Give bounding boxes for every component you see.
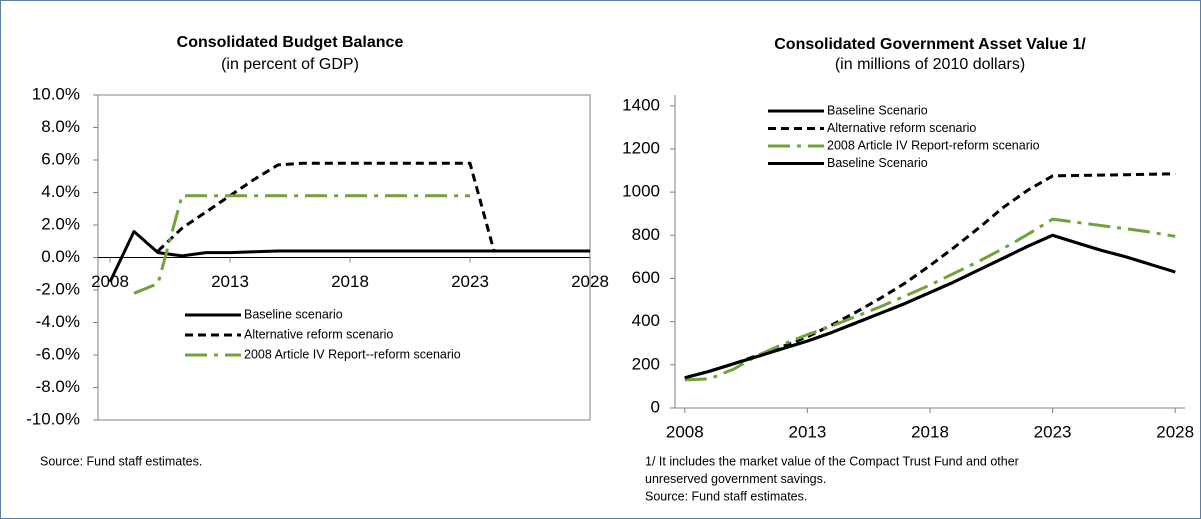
series-line <box>684 172 1176 380</box>
series-line <box>133 194 470 295</box>
x-tick-label: 2018 <box>331 272 369 291</box>
series-line <box>684 217 1176 382</box>
y-tick-label: -2.0% <box>36 279 80 298</box>
chart-subtitle: (in percent of GDP) <box>221 56 359 73</box>
legend-label: Baseline Scenario <box>827 156 928 170</box>
x-tick-label: 2008 <box>666 422 704 441</box>
y-tick-label: -4.0% <box>36 312 80 331</box>
y-tick-label: 200 <box>632 354 660 373</box>
y-tick-label: -6.0% <box>36 344 80 363</box>
y-tick-label: 1000 <box>622 182 660 201</box>
y-tick-label: 800 <box>632 225 660 244</box>
y-tick-label: 1200 <box>622 138 660 157</box>
chart-title: Consolidated Budget Balance <box>177 34 404 51</box>
note: Source: Fund staff estimates. <box>645 489 807 503</box>
series-line <box>156 161 590 253</box>
x-tick-label: 2013 <box>211 272 249 291</box>
legend-label: 2008 Article IV Report-reform scenario <box>827 138 1040 152</box>
legend-label: Alternative reform scenario <box>244 327 393 341</box>
chart-title: Consolidated Government Asset Value 1/ <box>774 36 1086 53</box>
series-line <box>684 233 1176 380</box>
legend-label: 2008 Article IV Report--reform scenario <box>244 347 461 361</box>
chart-subtitle: (in millions of 2010 dollars) <box>835 56 1025 73</box>
x-tick-label: 2013 <box>788 422 826 441</box>
legend-label: Alternative reform scenario <box>827 121 976 135</box>
y-tick-label: 0 <box>651 397 660 416</box>
y-tick-label: 8.0% <box>41 117 80 136</box>
y-tick-label: 4.0% <box>41 182 80 201</box>
x-tick-label: 2028 <box>571 272 609 291</box>
legend-label: Baseline Scenario <box>827 103 928 117</box>
y-tick-label: 1400 <box>622 95 660 114</box>
x-tick-label: 2023 <box>451 272 489 291</box>
x-tick-label: 2028 <box>1156 422 1194 441</box>
y-tick-label: 400 <box>632 311 660 330</box>
x-tick-label: 2023 <box>1034 422 1072 441</box>
y-tick-label: 6.0% <box>41 149 80 168</box>
x-tick-label: 2018 <box>911 422 949 441</box>
y-tick-label: -8.0% <box>36 377 80 396</box>
note: 1/ It includes the market value of the C… <box>645 454 1019 468</box>
y-tick-label: 2.0% <box>41 214 80 233</box>
y-tick-label: 600 <box>632 268 660 287</box>
y-tick-label: -10.0% <box>26 409 80 428</box>
note: Source: Fund staff estimates. <box>40 454 202 468</box>
y-tick-label: 10.0% <box>32 84 80 103</box>
y-tick-label: 0.0% <box>41 247 80 266</box>
legend-label: Baseline scenario <box>244 307 343 321</box>
note: unreserved government savings. <box>645 472 826 486</box>
